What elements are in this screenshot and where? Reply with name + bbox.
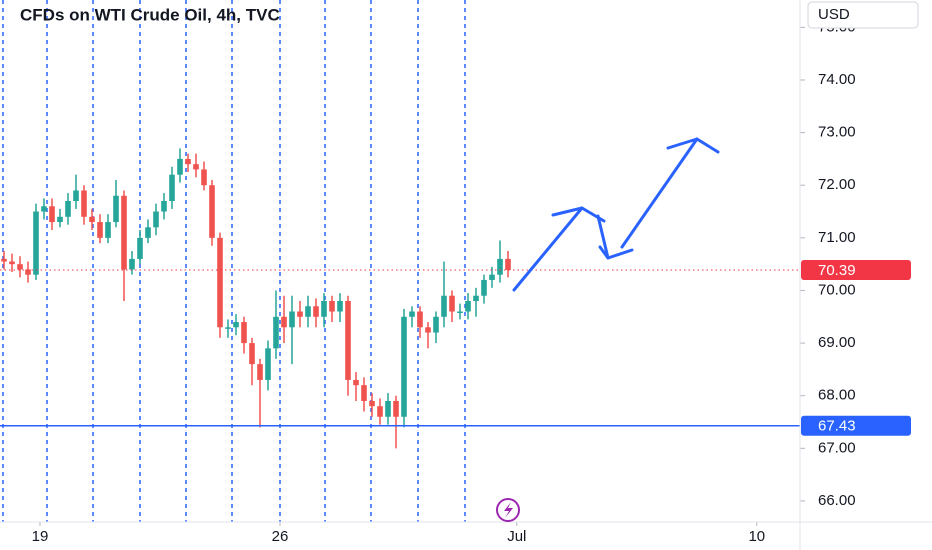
candle-body: [209, 185, 215, 238]
candle-body: [161, 201, 167, 212]
candle-body: [473, 295, 479, 301]
candle-body: [233, 322, 239, 328]
y-tick-label: 66.00: [818, 492, 856, 509]
y-tick-label: 72.00: [818, 176, 856, 193]
candle-body: [73, 190, 79, 202]
candle-body: [257, 364, 263, 380]
candle-body: [201, 169, 207, 186]
last-price-box: [801, 259, 911, 280]
candle-body: [177, 158, 183, 175]
levels: 70.39 67.43: [0, 259, 911, 436]
support-label: 67.43: [818, 418, 856, 435]
event-icon[interactable]: [496, 498, 520, 522]
candle-body: [65, 201, 71, 217]
candle-body: [193, 164, 199, 170]
candle-body: [265, 348, 271, 380]
candle-body: [305, 306, 311, 317]
y-tick-label: 71.00: [818, 229, 856, 246]
candle-body: [41, 206, 47, 212]
last-price-label: 70.39: [818, 262, 856, 279]
candles: [1, 148, 511, 449]
x-tick-label: 19: [32, 528, 49, 545]
candle-body: [137, 237, 143, 259]
arrow-head: [598, 245, 634, 260]
candle-body: [457, 311, 463, 314]
candle-body: [9, 261, 15, 265]
candle-body: [17, 264, 23, 270]
candle-body: [185, 158, 191, 165]
chart-title: CFDs on WTI Crude Oil, 4h, TVC: [20, 5, 280, 24]
support-box: [801, 415, 911, 436]
candle-body: [441, 295, 447, 317]
candle-body: [409, 311, 415, 317]
candle-body: [81, 190, 87, 217]
candle-body: [289, 311, 295, 328]
y-tick-label: 74.00: [818, 71, 856, 88]
x-tick-label: 26: [272, 528, 289, 545]
forecast-arrows: [512, 137, 720, 292]
candle-body: [129, 258, 135, 270]
candle-body: [225, 327, 231, 329]
candle-body: [113, 195, 119, 223]
candle-body: [249, 343, 255, 365]
candle-body: [345, 300, 351, 380]
candle-body: [33, 211, 39, 275]
y-tick-label: 68.00: [818, 387, 856, 404]
candle-body: [353, 379, 359, 386]
candle-body: [105, 222, 111, 238]
y-tick-label: 73.00: [818, 124, 856, 141]
candle-body: [369, 400, 375, 407]
candle-body: [361, 385, 367, 401]
arrow: [512, 206, 584, 292]
y-tick-label: 69.00: [818, 334, 856, 351]
candle-body: [377, 406, 383, 417]
candle-body: [433, 316, 439, 333]
currency-box[interactable]: [807, 1, 919, 29]
y-tick-label: 70.00: [818, 281, 856, 298]
candle-body: [425, 327, 431, 333]
candle-body: [281, 316, 287, 328]
candle-body: [449, 295, 455, 312]
candle-body: [505, 258, 511, 270]
arrow-head: [666, 137, 720, 154]
session-dividers: [2, 0, 466, 522]
candle-body: [401, 316, 407, 417]
y-tick-label: 67.00: [818, 439, 856, 456]
candle-body: [313, 306, 319, 317]
candle-body: [417, 311, 423, 328]
tick-layer: 66.00 67.00 68.00 69.00 70.00 71.00 72.00 73.00…: [32, 18, 856, 545]
candle-body: [337, 300, 343, 312]
candle-body: [49, 206, 55, 223]
candle-body: [97, 222, 103, 238]
candle-body: [25, 269, 31, 275]
candle-body: [329, 300, 335, 312]
candle-body: [153, 211, 159, 228]
arrow: [620, 137, 699, 249]
candle-body: [297, 311, 303, 317]
candle-body: [385, 400, 391, 417]
candle-body: [169, 174, 175, 202]
candle-body: [321, 300, 327, 317]
x-tick-label: Jul: [507, 528, 526, 545]
candle-body: [273, 316, 279, 349]
candle-body: [465, 300, 471, 312]
arrow: [596, 214, 610, 260]
candle-body: [89, 216, 95, 223]
candle-body: [481, 279, 487, 296]
candle-body: [121, 195, 127, 270]
candle-body: [1, 258, 7, 262]
currency[interactable]: USD: [818, 6, 850, 23]
candle-body: [489, 274, 495, 280]
candle-body: [393, 400, 399, 417]
candle-body: [217, 237, 223, 328]
x-tick-label: 10: [748, 528, 765, 545]
event-bolt[interactable]: [504, 502, 513, 518]
candle-body: [497, 258, 503, 275]
candle-body: [241, 322, 247, 344]
candle-body: [145, 227, 151, 238]
candle-body: [57, 216, 63, 223]
